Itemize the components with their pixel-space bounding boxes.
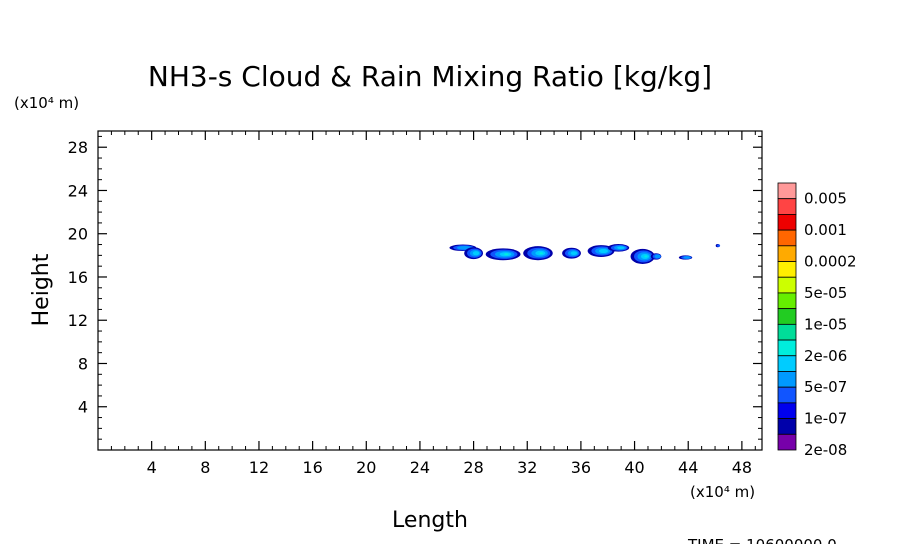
x-tick-label: 28 [463, 458, 483, 477]
y-tick-label: 12 [68, 311, 88, 330]
contour-level [539, 252, 543, 255]
colorbar-label: 1e-07 [804, 410, 847, 428]
x-tick-label: 48 [732, 458, 752, 477]
x-tick-label: 12 [249, 458, 269, 477]
contour-level [570, 251, 578, 256]
contour-level [644, 255, 648, 258]
colorbar-swatch [777, 418, 797, 435]
colorbar-swatch [777, 198, 797, 215]
y-tick-label: 16 [68, 268, 88, 287]
cloud-cell [587, 245, 615, 257]
colorbar-swatch [777, 339, 797, 357]
colorbar-label: 2e-08 [804, 441, 847, 459]
colorbar-label: 5e-05 [804, 284, 847, 302]
colorbar-swatch [777, 229, 797, 247]
contour-level [716, 244, 721, 247]
plot-area [449, 244, 721, 265]
x-axis-unit: (x10⁴ m) [690, 483, 755, 501]
x-tick-label: 40 [624, 458, 644, 477]
y-tick-label: 28 [68, 138, 88, 157]
x-tick-label: 44 [678, 458, 698, 477]
y-tick-label: 24 [68, 181, 88, 200]
colorbar-label: 5e-07 [804, 378, 847, 396]
y-tick-label: 4 [78, 398, 88, 417]
colorbar-swatch [777, 433, 797, 451]
colorbar-swatch [777, 214, 797, 231]
colorbar-swatch [777, 355, 797, 372]
cloud-cell [523, 246, 553, 261]
colorbar-swatch [777, 308, 797, 325]
colorbar-label: 0.001 [804, 221, 847, 239]
cloud-cell [678, 255, 693, 260]
colorbar-swatch [777, 402, 797, 419]
x-tick-label: 32 [517, 458, 537, 477]
cloud-cell [650, 253, 662, 260]
colorbar-label: 0.005 [804, 190, 847, 208]
y-tick-label: 20 [68, 225, 88, 244]
cloud-cell [485, 248, 521, 261]
colorbar-label: 2e-06 [804, 347, 847, 365]
colorbar-label: 0.0002 [804, 253, 857, 271]
chart-title: NH3-s Cloud & Rain Mixing Ratio [kg/kg] [148, 60, 712, 93]
contour-level [683, 256, 691, 259]
colorbar-swatch [777, 323, 797, 341]
contour-level [504, 253, 509, 256]
x-tick-label: 36 [571, 458, 591, 477]
y-tick-label: 8 [78, 354, 88, 373]
y-axis-unit: (x10⁴ m) [14, 94, 79, 112]
cloud-cell [715, 244, 721, 248]
colorbar-legend: 0.005 0.001 0.0002 5e-05 1e-05 2e-06 5e-07 1e-0… [777, 182, 857, 459]
colorbar-swatch [777, 371, 797, 388]
cloud-cell [562, 247, 581, 259]
cloud-cell [630, 248, 655, 265]
x-axis-label: Length [392, 508, 468, 533]
contour-level [598, 249, 608, 254]
cloud-cell [607, 244, 630, 252]
colorbar-swatch [777, 276, 797, 294]
colorbar-swatch [777, 245, 797, 262]
plot-frame [97, 130, 763, 451]
contour-level [654, 254, 661, 259]
colorbar-swatch [777, 182, 797, 200]
x-tick-label: 24 [410, 458, 430, 477]
colorbar-label: 1e-05 [804, 315, 847, 333]
x-tick-label: 20 [356, 458, 376, 477]
colorbar-swatch [777, 292, 797, 310]
y-axis-label: Height [29, 253, 54, 326]
colorbar-swatch [777, 261, 797, 278]
cloud-cell [464, 247, 483, 260]
x-tick-label: 8 [200, 458, 210, 477]
time-readout: TIME = 10600000.0 [687, 536, 837, 544]
x-tick-label: 4 [147, 458, 157, 477]
contour-level [472, 251, 480, 256]
contour-level [617, 246, 625, 250]
colorbar-swatch [777, 386, 797, 404]
x-tick-label: 16 [302, 458, 322, 477]
